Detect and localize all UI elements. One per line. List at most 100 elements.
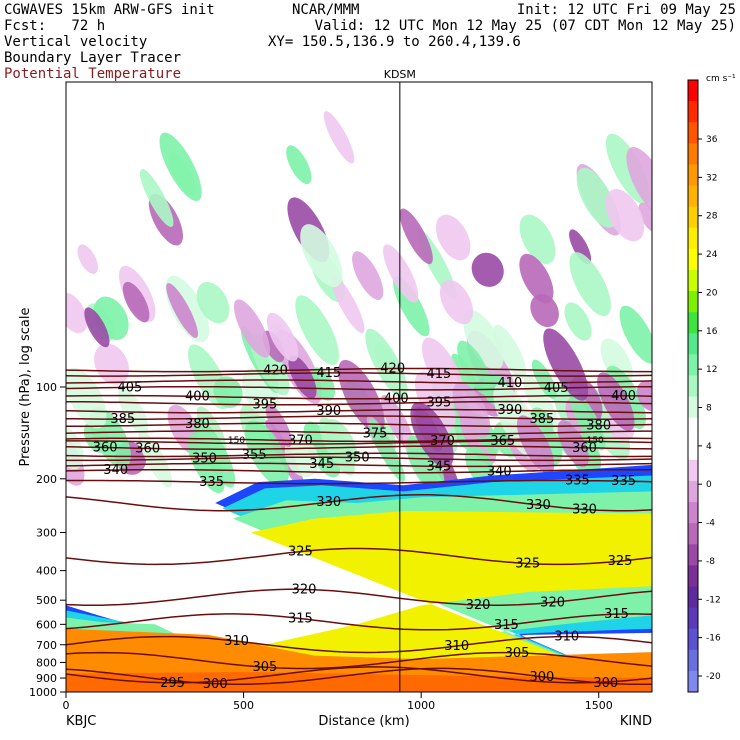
velocity-cell (265, 404, 292, 448)
velocity-cell (383, 244, 419, 303)
colorbar-segment (688, 80, 698, 102)
velocity-cell (605, 189, 645, 242)
theta-label-300: 300 (593, 676, 618, 691)
velocity-cell (244, 420, 289, 487)
theta-label-390: 390 (316, 404, 341, 419)
theta-label-405: 405 (544, 381, 569, 396)
velocity-cell (295, 295, 339, 366)
colorbar-segment (688, 227, 698, 250)
theta-label-320: 320 (466, 598, 491, 613)
theta-line-370 (66, 437, 652, 443)
theta-label-365: 365 (490, 434, 515, 449)
velocity-cell (166, 283, 198, 338)
header-line1-right: Init: 12 UTC Fri 09 May 25 (516, 2, 736, 18)
colorbar-segment (688, 607, 698, 630)
velocity-cell (576, 167, 617, 228)
colorbar-tick-label-4: 4 (706, 442, 712, 452)
velocity-cell (569, 229, 592, 265)
velocity-cell (352, 251, 384, 300)
colorbar-segment (688, 670, 698, 693)
colorbar-segment (688, 101, 698, 123)
theta-label-335: 335 (565, 474, 590, 489)
y-tick-label-700: 700 (36, 639, 57, 652)
theta-line-330 (66, 494, 652, 512)
x-tick-label-1500: 1500 (585, 699, 613, 712)
theta-label-335: 335 (611, 474, 636, 489)
velocity-cell (406, 435, 445, 493)
theta-label-295: 295 (160, 676, 185, 691)
theta-line-325 (66, 547, 652, 566)
theta-label-315: 315 (288, 612, 313, 627)
colorbar-segment (688, 375, 698, 397)
velocity-cell (286, 145, 312, 185)
colorbar-tick-label--4: -4 (706, 519, 715, 529)
velocity-cell (233, 299, 271, 358)
theta-label-385: 385 (529, 412, 554, 427)
colorbar-segment (688, 185, 698, 208)
velocity-cell (569, 252, 611, 317)
x-axis-label: Distance (km) (318, 714, 409, 729)
theta-line-305 (66, 651, 652, 670)
velocity-cell (435, 214, 471, 261)
colorbar-segment (688, 417, 698, 440)
y-tick-label-100: 100 (36, 381, 57, 394)
theta-line-350 (66, 456, 652, 462)
theta-line-340 (66, 468, 652, 474)
colorbar-tick-label-32: 32 (706, 173, 717, 183)
theta-label-385: 385 (110, 412, 135, 427)
velocity-cell (493, 324, 527, 379)
velocity-cell (516, 415, 555, 474)
y-axis-label: Pressure (hPa), log scale (18, 308, 33, 467)
velocity-cell (564, 302, 592, 341)
theta-label-320: 320 (540, 595, 565, 610)
header-line4-left: Boundary Layer Tracer (4, 50, 182, 66)
header-line3-right: XY= 150.5,136.9 to 260.4,139.6 (268, 34, 521, 50)
theta-label-325: 325 (608, 554, 633, 569)
velocity-cell (338, 359, 385, 434)
x-tick-label-0: 0 (63, 699, 70, 712)
colorbar-unit: cm s⁻¹ (706, 74, 736, 84)
theta-label-395: 395 (252, 398, 277, 413)
theta-label-330: 330 (526, 498, 551, 513)
colorbar-tick-label-24: 24 (706, 250, 718, 260)
colorbar-segment (688, 354, 698, 376)
theta-label-325: 325 (288, 545, 313, 560)
y-tick-label-500: 500 (36, 594, 57, 607)
theta-label-350: 350 (192, 452, 217, 467)
theta-label-300: 300 (203, 677, 228, 692)
theta-label-395: 395 (426, 395, 451, 410)
theta-label-320: 320 (292, 582, 317, 597)
velocity-cell (471, 252, 504, 287)
theta-label-340: 340 (487, 465, 512, 480)
x-axis-ticks: 0 500 1000 1500 (63, 692, 613, 712)
theta-label-330: 330 (316, 495, 341, 510)
velocity-cell (422, 337, 464, 402)
x-endpoint-left: KBJC (66, 714, 96, 729)
theta-label-355: 355 (242, 448, 267, 463)
header-line3-left: Vertical velocity (4, 34, 148, 50)
velocity-cell (77, 244, 98, 274)
velocity-cell (638, 202, 652, 233)
colorbar-segment (688, 565, 698, 587)
theta-line-380 (66, 422, 652, 428)
velocity-cell (331, 275, 365, 334)
inline-label: 150 (587, 436, 604, 446)
colorbar-tick-label-16: 16 (706, 327, 718, 337)
velocity-cell (365, 328, 408, 399)
theta-label-310: 310 (224, 634, 249, 649)
vertical-velocity-field (66, 111, 652, 692)
velocity-cell (139, 169, 174, 228)
colorbar-segment (688, 459, 698, 482)
x-endpoint-right: KIND (620, 714, 652, 729)
velocity-cell (439, 279, 474, 325)
colorbar-tick-label-28: 28 (706, 212, 718, 222)
x-tick-label-1000: 1000 (407, 699, 435, 712)
theta-label-360: 360 (135, 441, 160, 456)
velocity-cell (122, 281, 150, 323)
inline-label: 150 (228, 436, 245, 446)
theta-label-380: 380 (185, 417, 210, 432)
theta-line-420 (66, 367, 652, 373)
theta-label-315: 315 (494, 618, 519, 633)
header-line2-left: Fcst: 72 h (4, 18, 106, 34)
